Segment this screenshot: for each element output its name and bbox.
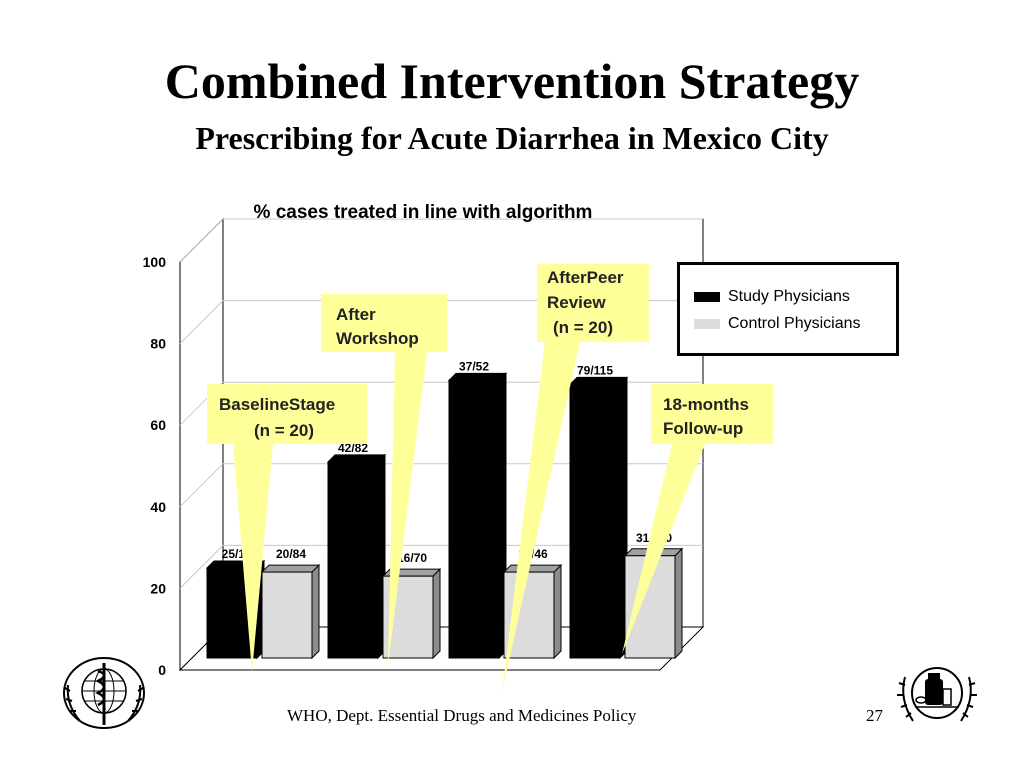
bar-control-side <box>553 563 562 660</box>
legend-item-control: Control Physicians <box>694 314 861 334</box>
who-emblem-icon <box>63 657 145 729</box>
legend-label-study: Study Physicians <box>728 288 850 305</box>
legend-swatch-study <box>694 292 720 302</box>
legend-label-control: Control Physicians <box>728 315 861 332</box>
footer-text: WHO, Dept. Essential Drugs and Medicines… <box>287 706 637 725</box>
gridline <box>179 544 703 589</box>
data-label-control: 20/84 <box>276 547 306 561</box>
bar-control-side <box>432 567 441 660</box>
callout-text: Review <box>547 293 606 312</box>
y-tick-label: 40 <box>150 499 166 515</box>
bar-control-side <box>674 547 683 660</box>
callout-text: (n = 20) <box>553 318 613 337</box>
callout: 18-months Follow-up <box>622 384 773 654</box>
callout-text: AfterPeer <box>547 268 624 287</box>
gridline <box>179 218 703 263</box>
callout-text: 18-months <box>663 395 749 414</box>
y-tick-label: 80 <box>150 336 166 352</box>
callout: BaselineStage (n = 20) <box>207 384 367 672</box>
bar-study <box>326 453 387 660</box>
bar-control-top <box>260 564 321 573</box>
slide-title: Combined Intervention Strategy <box>164 53 860 109</box>
y-tick-label: 20 <box>150 580 166 596</box>
callout-box <box>321 294 447 352</box>
bar-study-top <box>326 454 387 463</box>
bar-control-front <box>261 571 313 659</box>
bar-study <box>447 372 508 660</box>
callout-pointer <box>502 342 580 692</box>
y-tick-label: 60 <box>150 417 166 433</box>
y-tick-label: 100 <box>143 254 167 270</box>
callout-pointer <box>233 444 273 672</box>
callout-text: BaselineStage <box>219 395 335 414</box>
bar-control <box>260 563 321 660</box>
callout-text: (n = 20) <box>254 421 314 440</box>
legend-item-study: Study Physicians <box>694 287 850 307</box>
callout-text: Workshop <box>336 329 419 348</box>
callout-text: After <box>336 305 376 324</box>
bar-control-side <box>311 563 320 660</box>
data-label-control: 16/70 <box>397 551 427 565</box>
bar-study-top <box>447 372 508 381</box>
callout-text: Follow-up <box>663 419 743 438</box>
callout-pointer <box>388 352 427 665</box>
bar-study-front <box>448 379 500 659</box>
page-number: 27 <box>866 706 883 725</box>
bar-study <box>568 376 629 660</box>
data-label-study: 37/52 <box>459 359 489 373</box>
data-label-study: 79/115 <box>577 363 613 377</box>
bar-study-front <box>327 461 379 659</box>
bar-study-front <box>569 383 621 659</box>
callout-pointer <box>622 444 705 654</box>
callout: After Workshop <box>321 294 447 665</box>
chart-legend: Study Physicians Control Physicians <box>677 262 899 356</box>
callout-box <box>537 264 649 342</box>
essential-drugs-emblem-icon <box>897 667 977 722</box>
callout-box <box>651 384 773 444</box>
callout: AfterPeer Review (n = 20) <box>502 264 649 692</box>
y-tick-label: 0 <box>158 662 166 678</box>
data-label-study: 42/82 <box>338 441 368 455</box>
bar-control-top <box>502 564 563 573</box>
chart-title: % cases treated in line with algorithm <box>254 202 593 223</box>
legend-swatch-control <box>694 319 720 329</box>
slide-subtitle: Prescribing for Acute Diarrhea in Mexico… <box>195 120 829 156</box>
bar-study-top <box>568 376 629 385</box>
callout-box <box>207 384 367 444</box>
